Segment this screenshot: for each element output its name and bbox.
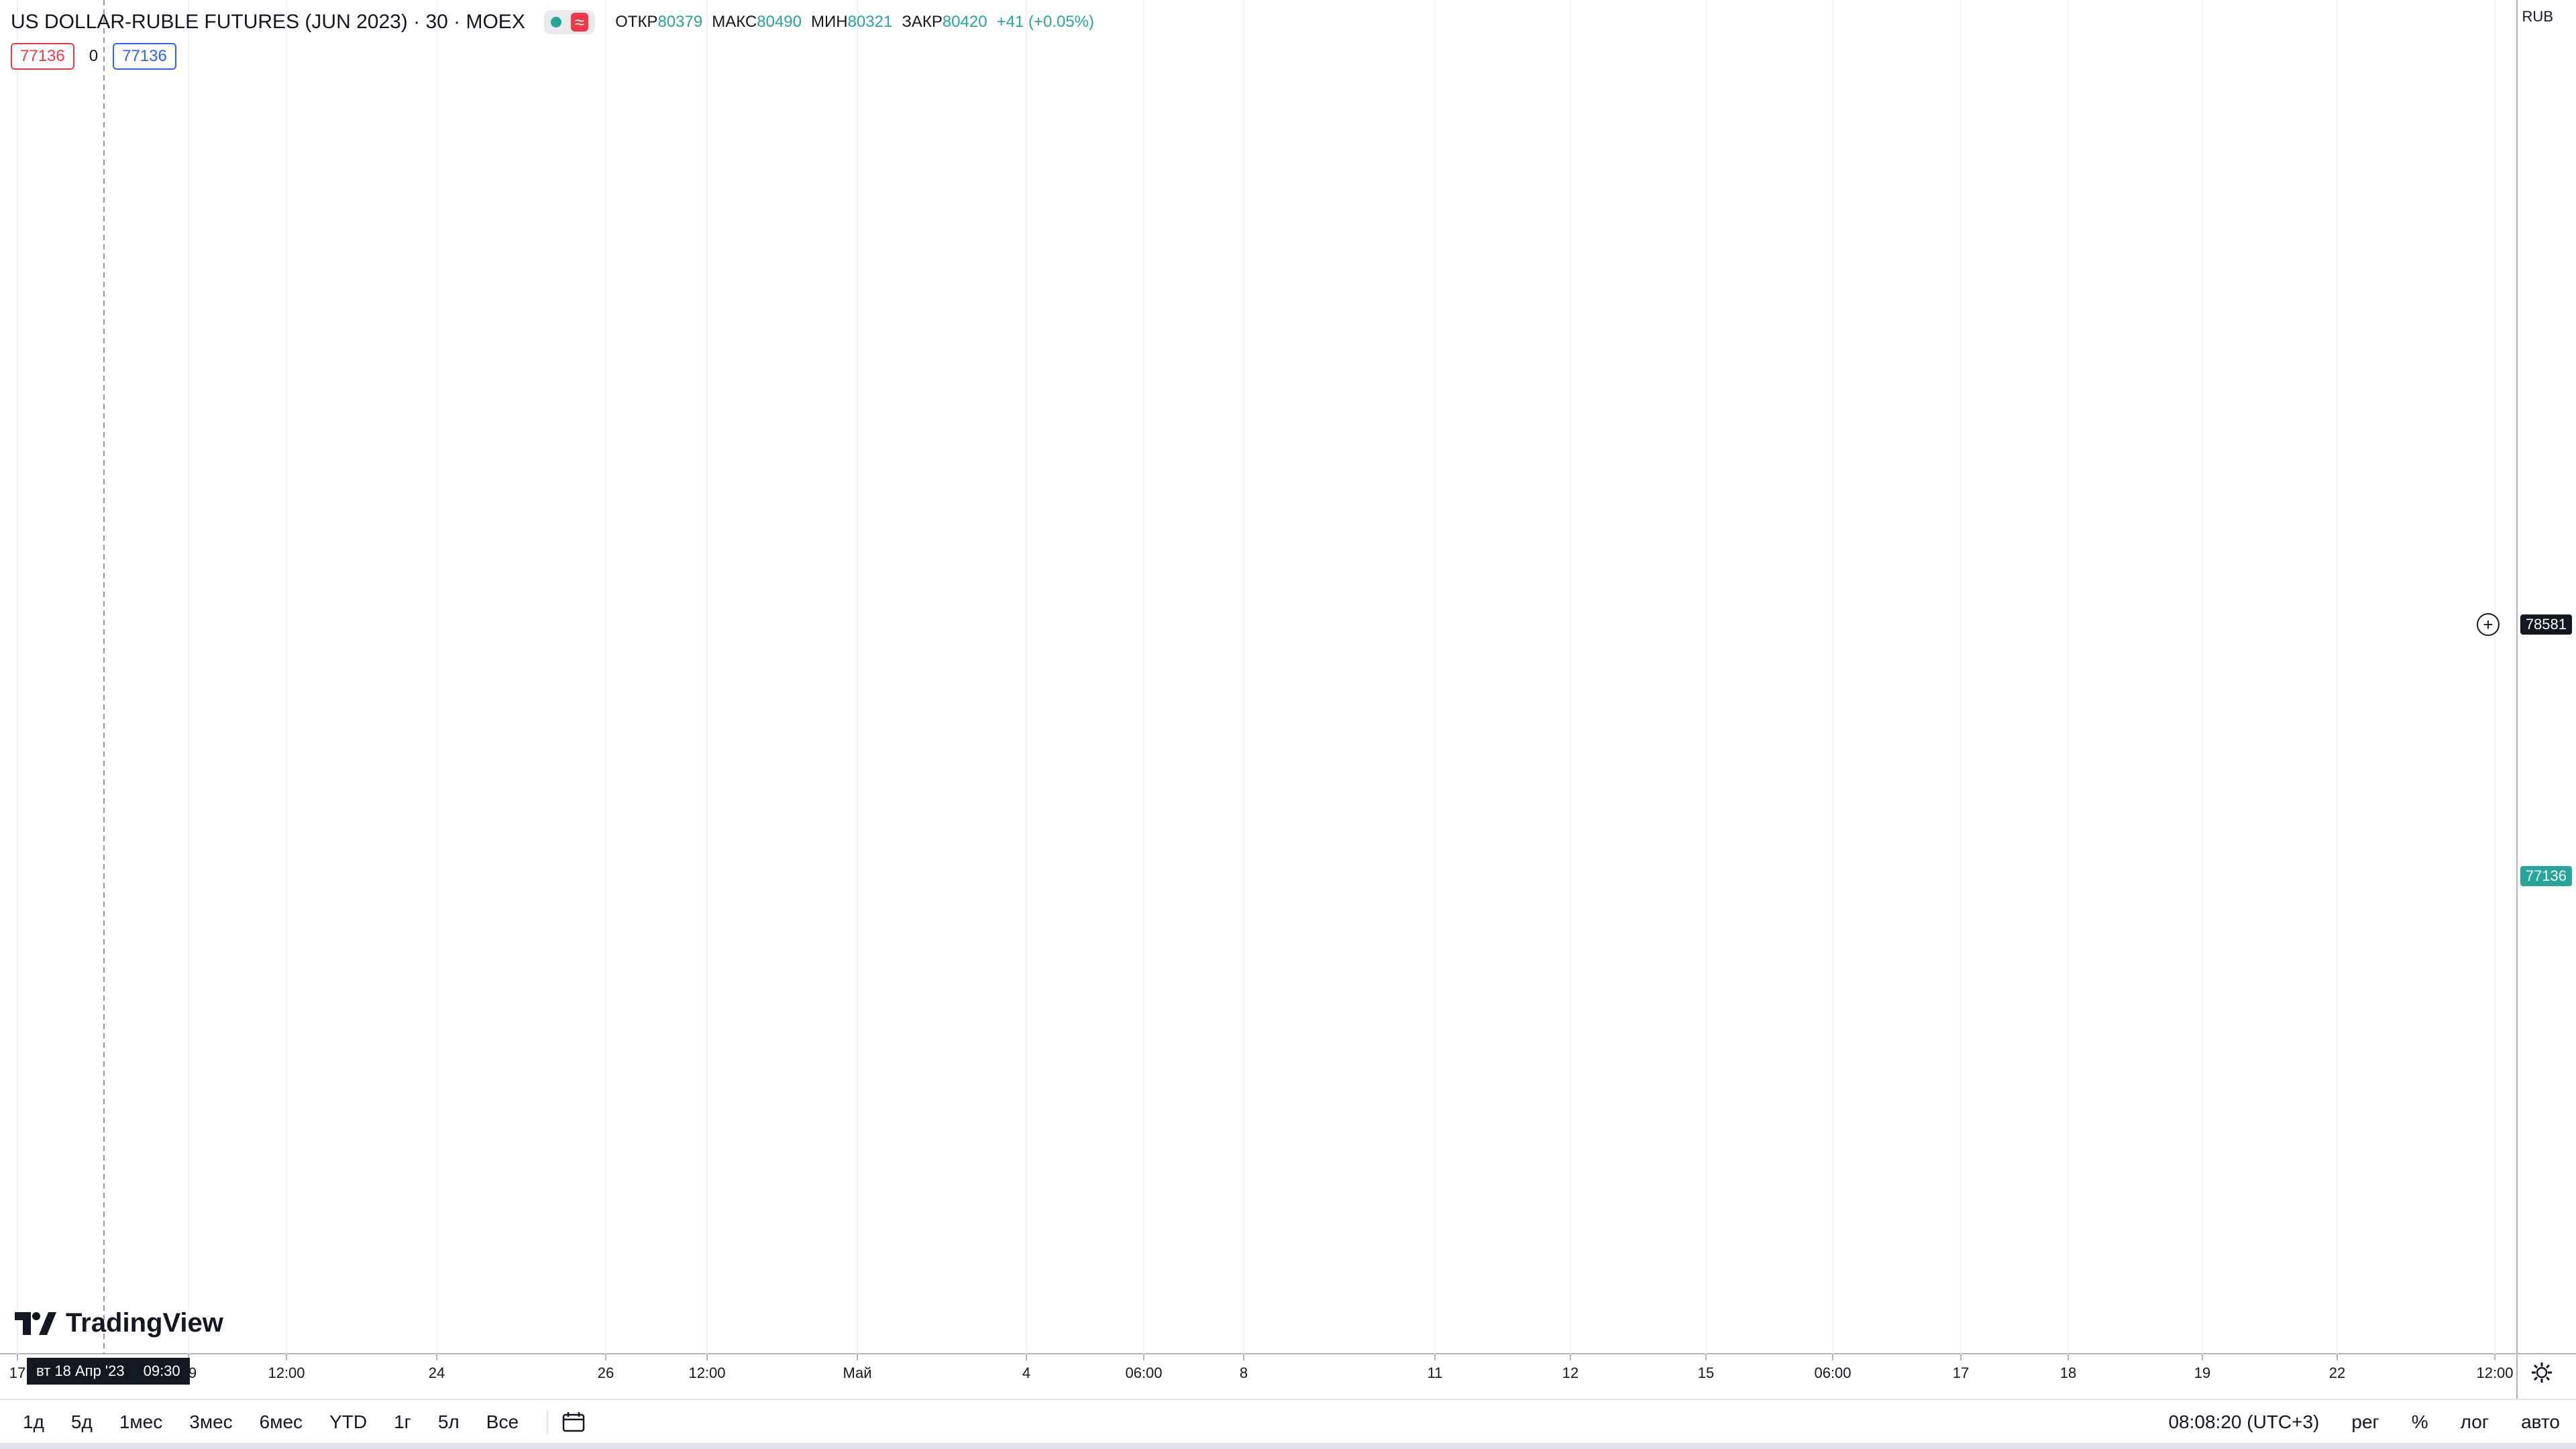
x-tick-label: 8 [1240,1364,1248,1381]
x-tick-label: 12:00 [2476,1364,2513,1381]
range-button-ytd[interactable]: YTD [329,1411,368,1432]
x-tick-label: 24 [429,1364,445,1381]
open-value: 80379 [657,13,703,31]
logo-text: TradingView [66,1308,223,1338]
trade-panel: 77136 0 77136 [11,43,176,70]
market-open-dot-icon [550,17,561,28]
low-value: 80321 [847,13,893,31]
x-tick-label: 12 [1562,1364,1578,1381]
x-tick-label: 06:00 [1814,1364,1851,1381]
bottom-toolbar: 1д 5д 1мес 3мес 6мес YTD 1г 5л Все 08:08… [0,1399,2576,1444]
tradingview-logo[interactable]: TradingView [15,1308,223,1338]
sell-button[interactable]: 77136 [11,43,74,70]
toolbar-divider [547,1410,549,1434]
add-alert-plus-icon[interactable]: + [2477,613,2500,636]
wave-icon: ≈ [570,13,589,32]
crosshair-time: 09:30 [143,1362,180,1379]
currency-selector[interactable]: RUB [2522,8,2553,25]
buy-button[interactable]: 77136 [113,43,176,70]
range-button-1m[interactable]: 1мес [119,1411,163,1432]
clock-timezone[interactable]: 08:08:20 (UTC+3) [2168,1411,2320,1432]
goto-date-icon[interactable] [561,1411,586,1433]
range-button-6m[interactable]: 6мес [259,1411,303,1432]
x-tick-label: 19 [2194,1364,2210,1381]
x-tick-label: 12:00 [688,1364,725,1381]
x-tick-label: 11 [1428,1364,1443,1381]
auto-scale-toggle[interactable]: авто [2521,1411,2560,1432]
high-value: 80490 [757,13,802,31]
tradingview-logo-icon [15,1311,56,1335]
x-tick-label: 4 [1022,1364,1030,1381]
open-label: ОТКР [615,13,658,31]
x-tick-label: 06:00 [1125,1364,1162,1381]
range-button-5d[interactable]: 5д [70,1411,93,1432]
bottom-strip [0,1443,2576,1449]
x-tick-label: 26 [598,1364,614,1381]
x-tick-label: 18 [2060,1364,2076,1381]
change-value: +41 (+0.05%) [996,13,1095,31]
bottom-toolbar-right: 08:08:20 (UTC+3) рег % лог авто [2168,1400,2576,1444]
low-label: МИН [811,13,848,31]
symbol-title[interactable]: US DOLLAR-RUBLE FUTURES (JUN 2023) · 30 … [11,11,525,33]
x-tick-label: Май [843,1364,871,1381]
high-label: МАКС [712,13,757,31]
close-value: 80420 [942,13,987,31]
range-button-3m[interactable]: 3мес [189,1411,233,1432]
session-button[interactable]: рег [2351,1411,2379,1432]
range-button-5y[interactable]: 5л [437,1411,460,1432]
last-price-label: 77136 [2520,866,2572,886]
range-button-all[interactable]: Все [486,1411,519,1432]
symbol-header: US DOLLAR-RUBLE FUTURES (JUN 2023) · 30 … [11,7,1094,38]
log-scale-toggle[interactable]: лог [2460,1411,2489,1432]
chart-settings-gear-icon[interactable] [2530,1361,2553,1384]
range-button-1y[interactable]: 1г [394,1411,411,1432]
spread-value: 0 [89,47,99,65]
x-tick-label: 17 [1953,1364,1969,1381]
x-tick-label: 12:00 [268,1364,305,1381]
percent-scale-toggle[interactable]: % [2411,1411,2428,1432]
range-button-1d[interactable]: 1д [23,1411,44,1432]
close-label: ЗАКР [902,13,943,31]
x-tick-label: 22 [2329,1364,2345,1381]
crosshair-price-label: 78581 [2520,614,2572,635]
indicator-status-pill[interactable]: ≈ [543,10,596,34]
x-tick-label: 17 [9,1364,25,1381]
x-tick-label: 15 [1698,1364,1714,1381]
crosshair-day: вт 18 Апр '23 [36,1362,125,1379]
crosshair-time-label: вт 18 Апр '23 09:30 [27,1358,190,1385]
